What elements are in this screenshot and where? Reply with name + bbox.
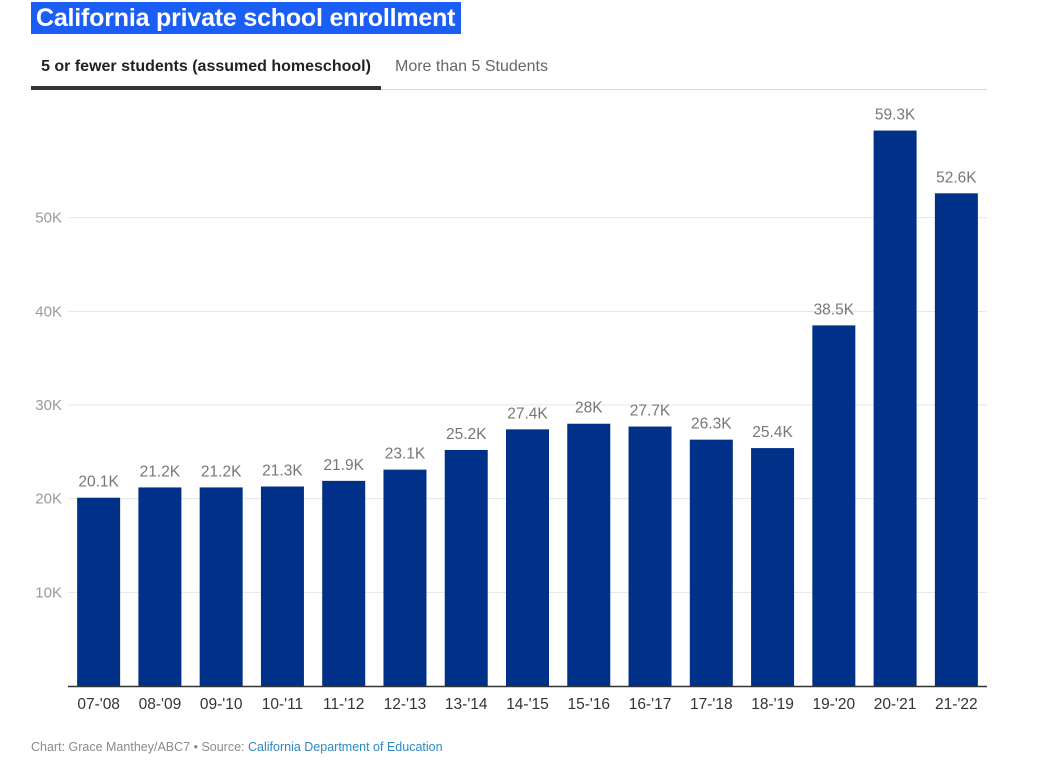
- x-tick-label: 11-'12: [323, 696, 364, 713]
- x-tick-label: 07-'08: [77, 696, 120, 713]
- source-link[interactable]: California Department of Education: [248, 740, 443, 754]
- bar-value-label: 52.6K: [936, 169, 977, 186]
- bar-value-label: 23.1K: [385, 446, 426, 463]
- tab-more-than-5[interactable]: More than 5 Students: [395, 58, 548, 75]
- y-tick-label: 10K: [35, 584, 62, 601]
- bar[interactable]: [751, 448, 795, 686]
- bar-value-label: 21.3K: [262, 462, 303, 479]
- bar-value-label: 21.2K: [201, 463, 242, 480]
- bar[interactable]: [138, 487, 182, 686]
- bar-value-label: 28K: [575, 400, 603, 417]
- x-tick-label: 14-'15: [506, 696, 549, 713]
- y-axis-ticks: 10K 20K 30K 40K 50K: [35, 210, 62, 602]
- bar[interactable]: [322, 480, 366, 686]
- chart-credit: Chart: Grace Manthey/ABC7: [31, 740, 191, 754]
- x-tick-label: 15-'16: [567, 696, 610, 713]
- footer-separator: •: [190, 740, 202, 754]
- y-tick-label: 30K: [35, 397, 62, 414]
- bar-value-label: 21.2K: [140, 463, 181, 480]
- y-tick-label: 50K: [35, 210, 62, 227]
- x-tick-label: 08-'09: [139, 696, 182, 713]
- bar[interactable]: [873, 130, 917, 687]
- bar-value-label: 25.4K: [752, 424, 793, 441]
- bar[interactable]: [199, 487, 243, 686]
- x-tick-label: 09-'10: [200, 696, 243, 713]
- x-tick-label: 19-'20: [813, 696, 856, 713]
- bar[interactable]: [628, 426, 672, 686]
- y-tick-label: 20K: [35, 491, 62, 508]
- bar[interactable]: [567, 423, 611, 686]
- x-tick-label: 20-'21: [874, 696, 917, 713]
- bar[interactable]: [444, 449, 488, 686]
- x-tick-label: 18-'19: [751, 696, 794, 713]
- bar-value-label: 21.9K: [323, 457, 364, 474]
- title-wrap: California private school enrollment: [31, 2, 462, 34]
- bar-value-label: 27.7K: [630, 403, 671, 420]
- bar[interactable]: [934, 193, 978, 686]
- bar[interactable]: [77, 497, 121, 686]
- x-axis-ticks: 07-'08 08-'09 09-'10 10-'11 11-'12 12-'13 13-'…: [77, 696, 977, 713]
- bar-value-label: 26.3K: [691, 416, 732, 433]
- bar[interactable]: [260, 486, 304, 686]
- tab-bar: 5 or fewer students (assumed homeschool)…: [31, 50, 987, 90]
- y-tick-label: 40K: [35, 303, 62, 320]
- bar-value-label: 25.2K: [446, 426, 487, 443]
- x-tick-label: 16-'17: [629, 696, 672, 713]
- bar[interactable]: [383, 469, 427, 686]
- bar[interactable]: [506, 429, 549, 686]
- x-tick-label: 21-'22: [935, 696, 978, 713]
- x-tick-label: 12-'13: [384, 696, 427, 713]
- bar[interactable]: [812, 325, 856, 686]
- bars: [77, 130, 978, 687]
- tab-homeschool[interactable]: 5 or fewer students (assumed homeschool): [31, 50, 381, 90]
- bar-chart: 10K 20K 30K 40K 50K 20.1K 21.2K 21.2K 21.3K 21.9…: [35, 107, 987, 713]
- x-tick-label: 17-'18: [690, 696, 733, 713]
- bar-value-label: 20.1K: [78, 474, 119, 491]
- bar-value-label: 38.5K: [814, 301, 855, 318]
- x-tick-label: 13-'14: [445, 696, 488, 713]
- bar-value-label: 27.4K: [507, 405, 548, 422]
- bar[interactable]: [689, 439, 733, 686]
- bar-value-label: 59.3K: [875, 107, 916, 124]
- footer: Chart: Grace Manthey/ABC7 • Source: Cali…: [31, 740, 443, 754]
- source-prefix: Source:: [201, 740, 248, 754]
- data-labels: 20.1K 21.2K 21.2K 21.3K 21.9K 23.1K 25.2K 27.4K…: [78, 107, 977, 491]
- x-tick-label: 10-'11: [262, 696, 303, 713]
- chart-title: California private school enrollment: [31, 2, 462, 34]
